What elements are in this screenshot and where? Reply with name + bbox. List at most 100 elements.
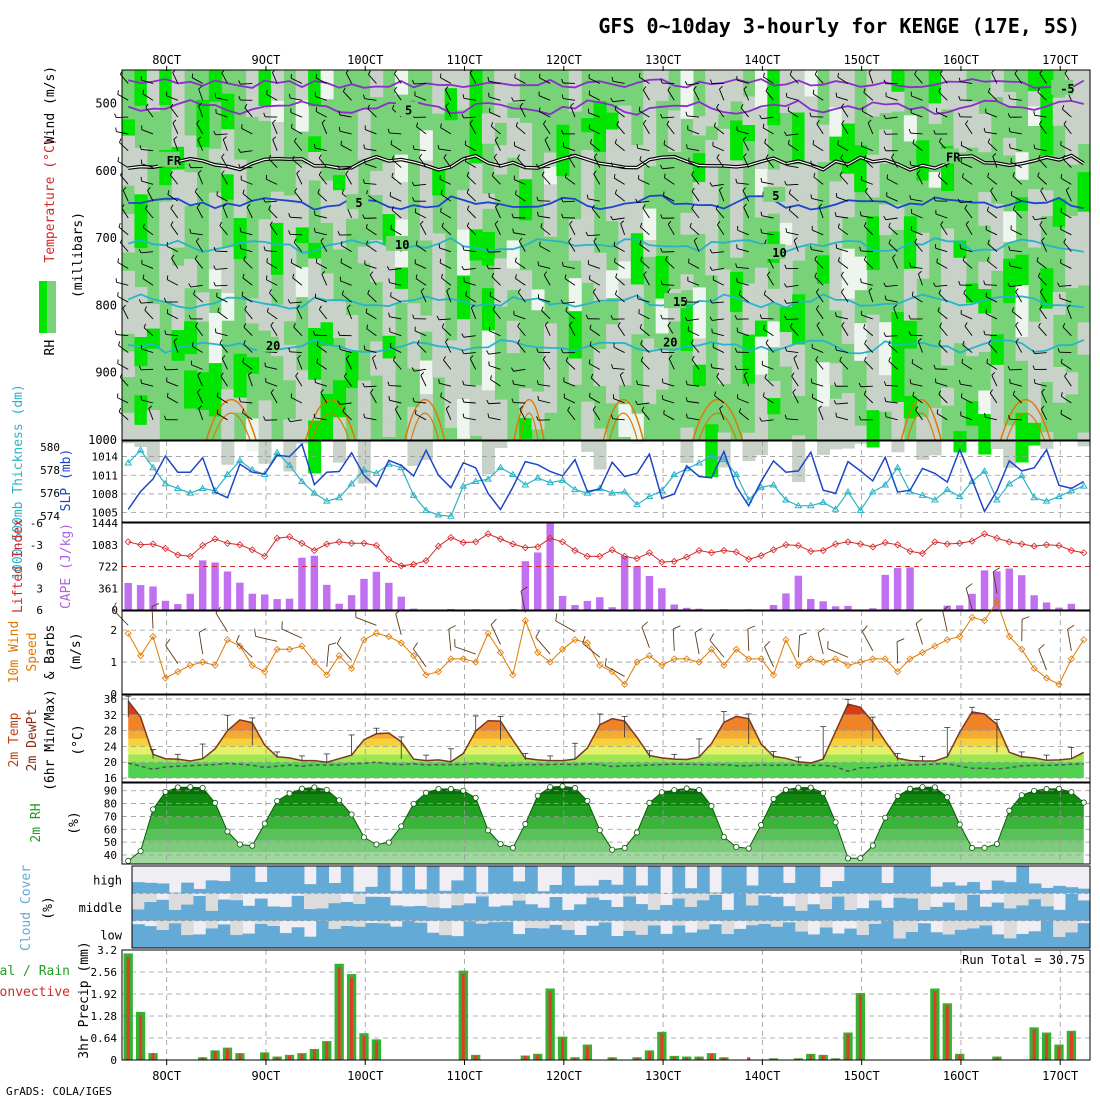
wind-barb-upper-flag xyxy=(616,120,620,126)
wind-barb-upper xyxy=(792,392,799,404)
wind-barb-10m xyxy=(992,571,998,594)
wind-barb-upper xyxy=(247,374,253,387)
wind-barb-upper xyxy=(641,410,650,421)
rh-band xyxy=(128,786,1084,795)
wind-barb-upper-flag xyxy=(269,221,273,226)
rh-dry-cell xyxy=(792,344,806,396)
wind-barb-upper xyxy=(960,81,973,84)
wind-barb-upper-flag xyxy=(590,373,594,378)
wind-barb-upper xyxy=(440,396,452,404)
wind-barb-upper xyxy=(839,360,849,370)
wind-barb-upper-flag xyxy=(511,97,514,102)
wind-barb-10m-flag xyxy=(694,628,702,633)
rh-moist-cell xyxy=(134,395,148,425)
lifted-index-point xyxy=(633,554,641,563)
wind-barb-upper xyxy=(811,382,824,387)
wind-barb-upper xyxy=(197,139,204,151)
wind-barb-10m xyxy=(255,636,278,642)
rh-dry-cell xyxy=(295,164,309,180)
wind-barb-upper-flag xyxy=(810,160,812,166)
rh-very-dry-cell xyxy=(903,115,917,142)
wind-barb-upper xyxy=(818,408,824,420)
rh-point xyxy=(199,784,206,791)
wind-barb-upper xyxy=(364,182,377,185)
cloud-low-gap xyxy=(205,920,219,929)
rh-moist-cell xyxy=(829,136,843,161)
cloud-middle-cell xyxy=(733,893,747,921)
thickness-point xyxy=(571,485,579,493)
wind-barb-upper xyxy=(318,157,328,168)
rh-moist-cell xyxy=(953,431,967,453)
cloud-low-cell xyxy=(1028,931,1042,948)
cloud-middle-gap xyxy=(868,893,882,901)
cloud-middle-cell xyxy=(672,898,686,921)
wind-barb-upper-flag xyxy=(487,76,490,82)
rh-moist-cell xyxy=(134,194,148,249)
cloud-low-gap xyxy=(635,920,649,935)
wind-barb-upper xyxy=(316,262,327,269)
wind-barb-upper-flag xyxy=(517,154,520,159)
wind-barb-upper xyxy=(985,313,998,320)
cape-bar xyxy=(633,566,641,610)
wind-barb-upper xyxy=(364,385,377,388)
wind-barb-upper-flag xyxy=(119,138,122,143)
wind-barb-upper xyxy=(935,213,948,219)
lifted-index-point xyxy=(298,539,306,547)
wind-barb-upper-flag xyxy=(835,312,837,317)
temp-tick: 20 xyxy=(104,756,117,769)
wind-barb-upper-flag xyxy=(991,371,996,376)
wind-barb-upper xyxy=(367,293,377,303)
wind-barb-upper-flag xyxy=(221,153,225,158)
wind-barb-upper-flag xyxy=(296,304,301,309)
wind-barb-upper xyxy=(339,130,352,135)
rh-dry-cell xyxy=(742,283,756,335)
rh-point xyxy=(807,784,814,791)
wind-barb-upper-flag xyxy=(688,258,690,263)
cape-bar xyxy=(558,595,567,610)
wind-barb-upper xyxy=(786,133,799,136)
wind-barb-upper xyxy=(938,394,948,404)
wind-barb-upper-flag xyxy=(585,314,589,319)
wind-barb-upper-flag xyxy=(272,119,276,124)
rh-very-dry-cell xyxy=(816,362,830,407)
rh-dry-cell xyxy=(705,225,719,239)
wind-barb-upper-flag xyxy=(391,155,395,160)
wind-barb-10m xyxy=(555,620,576,633)
wind-barb-upper xyxy=(366,328,377,337)
cloud-low-cell xyxy=(856,934,870,948)
wind-barb-upper-flag xyxy=(638,106,641,111)
rh-moist-cell xyxy=(432,169,446,196)
wind-barb-upper xyxy=(173,341,179,353)
wind-barb-upper xyxy=(190,232,203,236)
rh-point xyxy=(125,857,132,864)
wind-barb-upper xyxy=(197,375,204,387)
wind-barb-upper xyxy=(172,122,179,135)
cloud-low-cell xyxy=(303,936,317,948)
wind-barb-upper-flag xyxy=(863,222,867,227)
x-tick-bottom: 13OCT xyxy=(645,1069,681,1083)
rh-dry-cell xyxy=(692,116,706,136)
cloud-high-cell xyxy=(328,882,342,894)
wind-barb-upper xyxy=(736,182,749,185)
rh-dry-cell xyxy=(469,199,483,230)
wind-barb-upper-flag xyxy=(337,165,341,170)
wind-barb-upper xyxy=(786,231,799,236)
rh-dry-cell xyxy=(668,110,682,152)
cloud-low-gap xyxy=(561,920,575,931)
wind-barb-upper xyxy=(265,351,278,353)
wind-barb-upper-flag xyxy=(216,191,218,196)
wind-barb-upper-flag xyxy=(716,372,720,377)
cloud-middle-cell xyxy=(451,905,465,921)
wind-barb-upper xyxy=(762,364,774,370)
wind-barb-upper-flag xyxy=(667,321,671,326)
rh-dry-cell xyxy=(171,115,185,147)
wind-barb-upper xyxy=(117,93,129,101)
x-tick-top: 15OCT xyxy=(844,53,880,67)
rh-point xyxy=(236,841,243,848)
wind-barb-upper-flag xyxy=(963,289,966,294)
wind-barb-10m-flag xyxy=(198,628,207,633)
wind-barb-upper xyxy=(196,123,204,135)
wind-barb-upper xyxy=(365,312,377,320)
wind-barb-upper-flag xyxy=(561,213,564,218)
rh-dry-cell xyxy=(134,424,148,448)
